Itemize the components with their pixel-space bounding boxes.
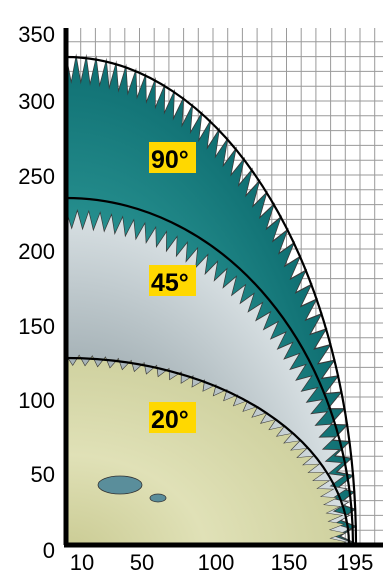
- svg-text:90°: 90°: [151, 146, 189, 174]
- y-tick-label: 300: [18, 89, 55, 114]
- y-tick-label: 100: [18, 388, 55, 413]
- y-tick-label: 250: [18, 164, 55, 189]
- x-tick-label: 150: [271, 550, 308, 573]
- svg-text:20°: 20°: [151, 406, 189, 434]
- arc-20: [66, 356, 351, 545]
- x-tick-label: 195: [337, 550, 374, 573]
- x-tick-label: 10: [70, 550, 94, 573]
- arc-45: [66, 196, 355, 545]
- x-tick-label: 50: [130, 550, 154, 573]
- arbor-hole: [149, 493, 167, 503]
- y-tick-label: 0: [43, 538, 55, 563]
- blades: [66, 53, 358, 545]
- badge-45: 45°: [149, 265, 196, 297]
- y-tick-label: 50: [31, 462, 55, 487]
- svg-text:45°: 45°: [151, 269, 189, 297]
- arc-90: [66, 55, 358, 545]
- boundary-arcs: [66, 55, 358, 545]
- badge-20: 20°: [149, 402, 196, 434]
- blade-20: [66, 354, 347, 545]
- blade-body: [66, 354, 347, 545]
- y-tick-label: 200: [18, 239, 55, 264]
- y-tick-label: 150: [18, 314, 55, 339]
- badge-90: 90°: [149, 142, 196, 174]
- arbor-hole: [97, 475, 143, 495]
- y-tick-label: 350: [18, 22, 55, 47]
- x-tick-label: 100: [198, 550, 235, 573]
